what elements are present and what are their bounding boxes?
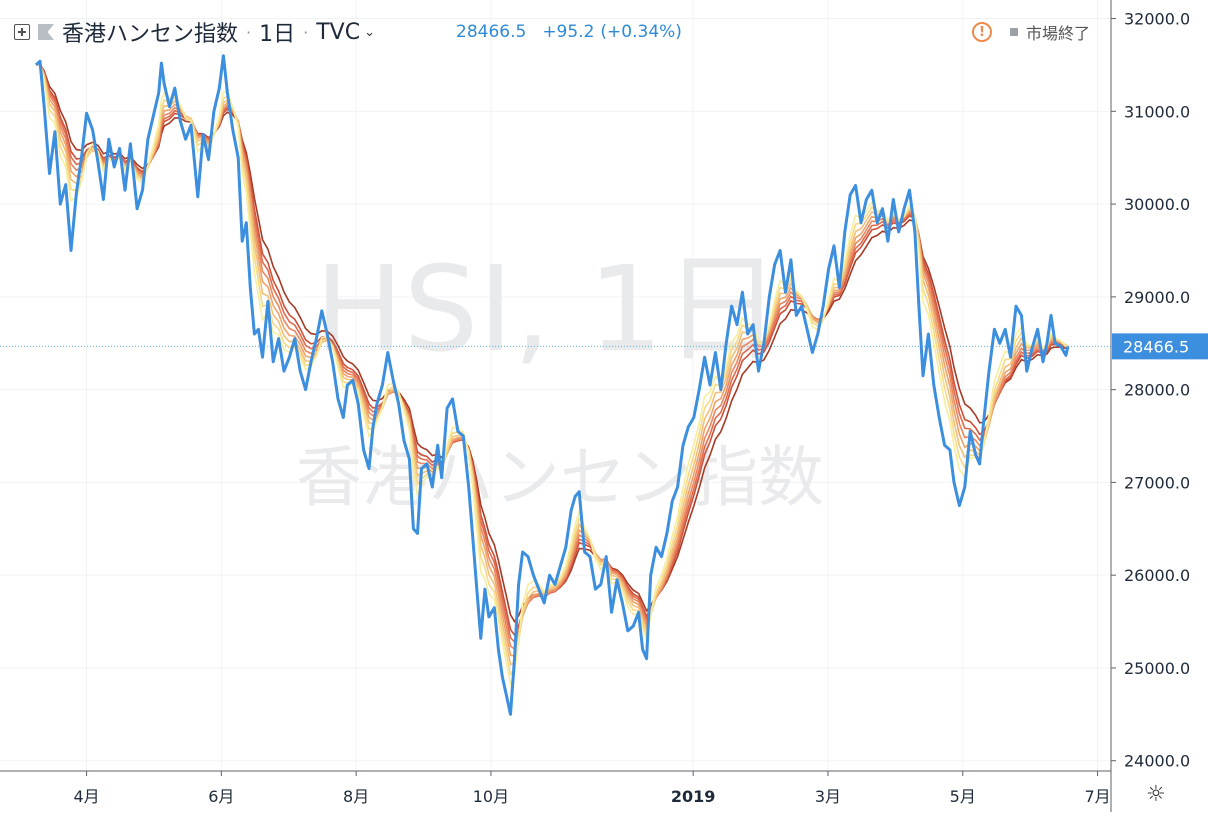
x-tick-label: 2019: [671, 787, 716, 806]
last-price-badge-label: 28466.5: [1123, 337, 1189, 356]
y-tick-label: 27000.0: [1124, 473, 1190, 492]
price-line: [34, 54, 1070, 716]
watermark-line2: 香港ハンセン指数: [296, 439, 824, 516]
ma-line: [35, 62, 1068, 687]
last-price: 28466.5: [456, 22, 527, 42]
symbol-bar: 香港ハンセン指数 · 1日 · TVC ⌄: [14, 14, 375, 50]
quote-bar: 28466.5 +95.2 (+0.34%): [456, 14, 682, 50]
time-axis[interactable]: 4月 6月 8月 10月 2019 3月 5月 7月: [73, 771, 1111, 806]
y-tick-label: 29000.0: [1124, 288, 1190, 307]
x-tick-label: 8月: [343, 787, 369, 806]
alert-icon[interactable]: !: [972, 22, 992, 42]
y-tick-label: 25000.0: [1124, 659, 1190, 678]
separator-dot: ·: [303, 22, 309, 42]
price-change-percent: (+0.34%): [600, 22, 682, 42]
market-status: ! 市場終了: [972, 14, 1090, 50]
market-status-label: 市場終了: [1026, 24, 1091, 43]
last-price-badge-bg: [1112, 333, 1208, 360]
grid: [0, 0, 1110, 770]
symbol-name[interactable]: 香港ハンセン指数: [62, 22, 239, 47]
x-tick-label: 10月: [473, 787, 509, 806]
exchange-label[interactable]: TVC: [316, 19, 361, 45]
x-tick-label: 7月: [1084, 787, 1110, 806]
y-tick-label: 32000.0: [1124, 10, 1190, 29]
separator-dot: ·: [246, 22, 252, 42]
y-tick-label: 26000.0: [1124, 566, 1190, 585]
expand-icon[interactable]: [14, 24, 30, 40]
y-tick-label: 28000.0: [1124, 381, 1190, 400]
y-tick-label: 24000.0: [1124, 752, 1190, 771]
price-axis[interactable]: 32000.0 31000.0 30000.0 29000.0 28000.0 27000…: [1111, 10, 1190, 771]
x-tick-label: 3月: [815, 787, 841, 806]
status-dot-icon: [1010, 28, 1018, 36]
gear-icon[interactable]: ☼: [1146, 782, 1166, 807]
watermark: HSI, 1日 香港ハンセン指数: [296, 240, 824, 516]
x-tick-label: 4月: [73, 787, 99, 806]
last-price-badge: 28466.5: [1112, 333, 1208, 360]
price-change: +95.2: [542, 22, 595, 42]
y-tick-label: 31000.0: [1124, 102, 1190, 121]
flag-icon[interactable]: [38, 24, 54, 40]
chevron-down-icon[interactable]: ⌄: [364, 24, 375, 40]
interval-label[interactable]: 1日: [259, 22, 296, 47]
x-tick-label: 5月: [950, 787, 976, 806]
watermark-line1: HSI, 1日: [315, 240, 782, 378]
x-tick-label: 6月: [208, 787, 234, 806]
y-tick-label: 30000.0: [1124, 195, 1190, 214]
